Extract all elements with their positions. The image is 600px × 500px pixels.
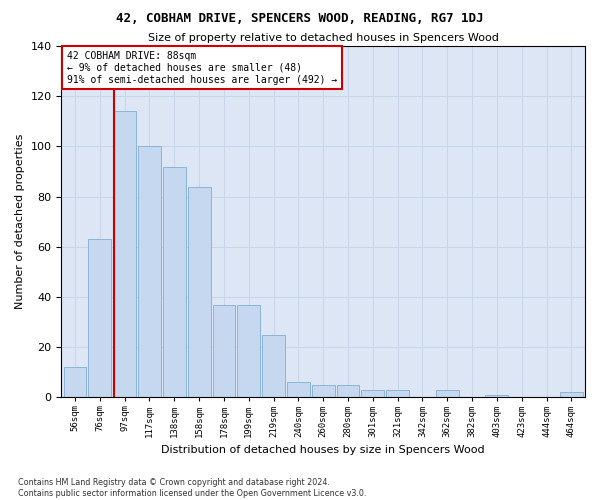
Bar <box>238 304 260 398</box>
X-axis label: Distribution of detached houses by size in Spencers Wood: Distribution of detached houses by size … <box>161 445 485 455</box>
Bar <box>88 240 111 398</box>
Text: 42, COBHAM DRIVE, SPENCERS WOOD, READING, RG7 1DJ: 42, COBHAM DRIVE, SPENCERS WOOD, READING… <box>116 12 484 26</box>
Bar <box>188 186 211 398</box>
Bar <box>361 390 384 398</box>
Bar <box>485 395 508 398</box>
Bar <box>312 385 335 398</box>
Bar <box>262 334 285 398</box>
Text: 42 COBHAM DRIVE: 88sqm
← 9% of detached houses are smaller (48)
91% of semi-deta: 42 COBHAM DRIVE: 88sqm ← 9% of detached … <box>67 52 337 84</box>
Bar <box>212 304 235 398</box>
Bar <box>287 382 310 398</box>
Bar <box>163 166 186 398</box>
Bar <box>113 112 136 398</box>
Bar <box>560 392 583 398</box>
Bar <box>64 368 86 398</box>
Title: Size of property relative to detached houses in Spencers Wood: Size of property relative to detached ho… <box>148 32 499 42</box>
Bar <box>386 390 409 398</box>
Text: Contains HM Land Registry data © Crown copyright and database right 2024.
Contai: Contains HM Land Registry data © Crown c… <box>18 478 367 498</box>
Y-axis label: Number of detached properties: Number of detached properties <box>15 134 25 310</box>
Bar <box>138 146 161 398</box>
Bar <box>337 385 359 398</box>
Bar <box>436 390 458 398</box>
